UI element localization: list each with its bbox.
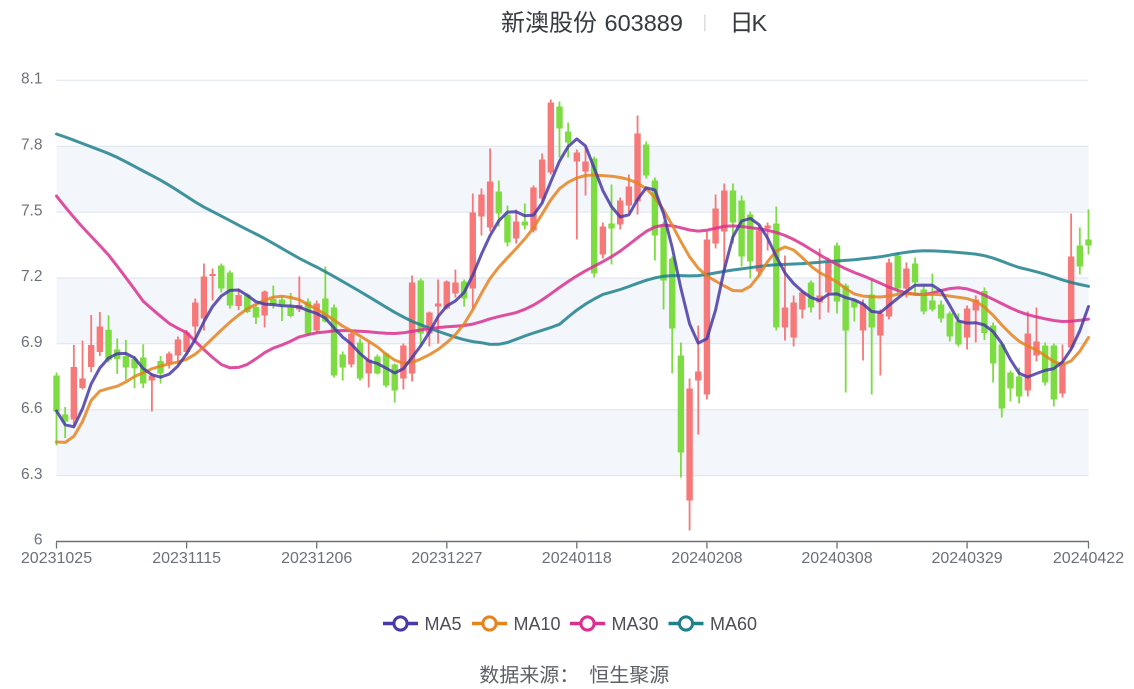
svg-text:20231227: 20231227 [411, 550, 482, 567]
svg-text:20240208: 20240208 [671, 550, 742, 567]
svg-text:6: 6 [34, 532, 43, 549]
svg-text:K: K [752, 10, 768, 36]
svg-text:6.6: 6.6 [21, 400, 43, 417]
svg-text:6.3: 6.3 [21, 466, 43, 483]
svg-text:MA10: MA10 [514, 614, 561, 634]
svg-text:MA60: MA60 [710, 614, 757, 634]
svg-text:20240329: 20240329 [932, 550, 1003, 567]
svg-text:MA5: MA5 [425, 614, 462, 634]
svg-text:8.1: 8.1 [21, 71, 43, 88]
svg-text:7.8: 7.8 [21, 136, 43, 153]
svg-text:603889: 603889 [605, 10, 683, 36]
svg-text:20240308: 20240308 [801, 550, 872, 567]
svg-text:20240118: 20240118 [542, 550, 612, 567]
svg-text:20231025: 20231025 [21, 550, 92, 567]
svg-text:20231115: 20231115 [152, 550, 221, 567]
svg-text:7.2: 7.2 [21, 268, 43, 285]
svg-text:6.9: 6.9 [21, 334, 43, 351]
svg-text:MA30: MA30 [612, 614, 659, 634]
svg-text:7.5: 7.5 [21, 202, 43, 219]
svg-text:20231206: 20231206 [281, 550, 352, 567]
svg-text:20240422: 20240422 [1053, 550, 1124, 567]
